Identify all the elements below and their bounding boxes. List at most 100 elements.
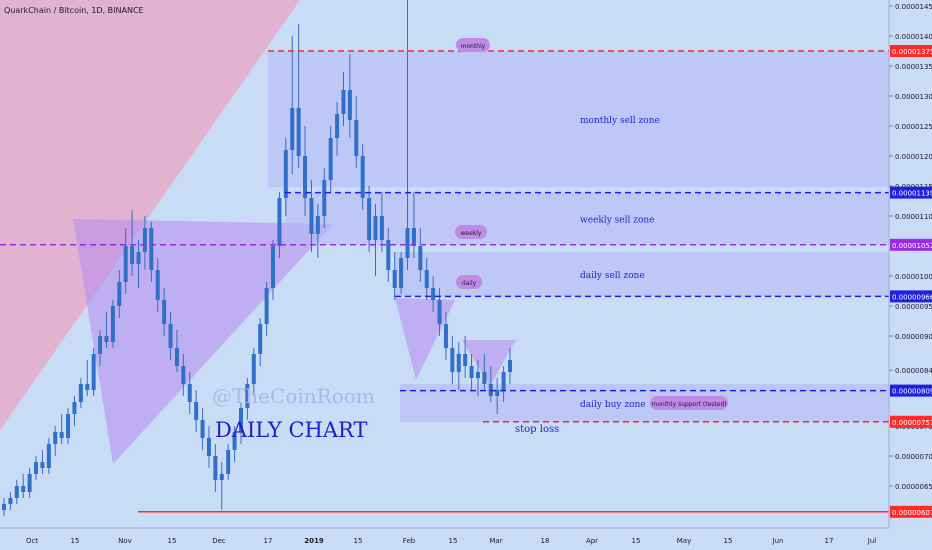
candle-body	[482, 372, 487, 384]
candle-body	[303, 156, 308, 198]
bubble-0	[456, 38, 490, 52]
candle-body	[277, 198, 282, 246]
candle-body	[181, 366, 186, 384]
candle-body	[258, 324, 263, 354]
candle-body	[347, 90, 352, 120]
x-tick-label: 15	[724, 537, 733, 545]
candle-body	[360, 156, 365, 198]
candle-body	[174, 348, 179, 366]
candle-body	[91, 354, 96, 390]
candle-body	[104, 336, 109, 342]
candle-body	[200, 420, 205, 438]
candle-body	[213, 456, 218, 480]
watermark-daily-chart: DAILY CHART	[215, 418, 367, 442]
y-tick-label: 0.00000650	[895, 483, 932, 491]
candle-body	[418, 246, 423, 270]
candle-body	[85, 384, 90, 390]
candle-body	[130, 246, 135, 264]
x-tick-label: Jun	[772, 537, 784, 545]
x-tick-label: Oct	[26, 537, 38, 545]
purple-triangle	[73, 219, 333, 464]
candle-body	[283, 150, 288, 198]
x-tick-label: 17	[825, 537, 834, 545]
price-tag-6	[890, 505, 932, 518]
bubble-label-1: weekly	[461, 230, 482, 237]
zone-0	[268, 51, 889, 188]
candle-body	[354, 120, 359, 156]
bubbles-layer: monthly weekly daily monthly support (teste…	[455, 38, 728, 410]
candle-body	[322, 180, 327, 216]
x-tick-label: Feb	[403, 537, 416, 545]
x-tick-label: 15	[354, 537, 363, 545]
candle-body	[14, 486, 19, 498]
candle-body	[443, 324, 448, 348]
zone-label-0: monthly sell zone	[580, 116, 660, 126]
candle-body	[315, 216, 320, 234]
candle-body	[27, 474, 32, 492]
candle-body	[78, 384, 83, 402]
price-tag-label-5: 0.00000757	[892, 419, 932, 427]
candle-body	[290, 108, 295, 150]
candle-body	[168, 324, 173, 348]
candle-body	[463, 354, 468, 366]
candle-body	[142, 228, 147, 252]
candle-body	[508, 360, 512, 372]
candle-body	[251, 354, 256, 384]
candle-body	[405, 228, 410, 258]
zone-label-2: daily sell zone	[580, 271, 645, 281]
bubble-label-0: monthly	[461, 43, 486, 50]
candle-body	[155, 270, 160, 300]
zone-label-1: weekly sell zone	[580, 216, 654, 226]
candle-body	[495, 390, 500, 396]
candle-body	[437, 300, 442, 324]
candle-body	[162, 300, 167, 324]
candle-body	[98, 336, 103, 354]
candle-body	[411, 228, 416, 246]
price-tags: 0.00001375 0.00001139 0.00001052 0.00000966…	[890, 45, 932, 518]
candle-body	[46, 444, 51, 468]
candle-body	[475, 372, 480, 378]
price-tag-5	[890, 415, 932, 428]
price-tag-label-4: 0.00000809	[892, 388, 932, 396]
candle-body	[34, 462, 39, 474]
candle-body	[194, 402, 199, 420]
support-triangle	[462, 340, 516, 386]
candle-body	[335, 114, 340, 138]
candle-body	[379, 216, 384, 240]
x-tick-label: 15	[632, 537, 641, 545]
x-tick-label: 18	[541, 537, 550, 545]
price-tag-2	[890, 238, 932, 251]
price-tag-label-1: 0.00001139	[892, 190, 932, 198]
candles-layer	[2, 0, 512, 516]
candle-body	[296, 108, 301, 156]
x-tick-label: Nov	[118, 537, 132, 545]
candle-body	[21, 486, 26, 492]
x-tick-label: 15	[71, 537, 80, 545]
candle-body	[392, 270, 397, 288]
candle-body	[206, 438, 211, 456]
price-tag-label-2: 0.00001052	[892, 242, 932, 250]
candle-body	[136, 252, 141, 264]
price-tag-0	[890, 45, 932, 57]
price-tag-label-3: 0.00000966	[892, 293, 932, 301]
candle-body	[8, 498, 13, 504]
candle-body	[271, 246, 276, 288]
candle-body	[399, 258, 404, 288]
zones-layer: monthly sell zone weekly sell zone daily s…	[268, 51, 889, 422]
price-tag-label-0: 0.00001375	[892, 48, 932, 56]
candle-body	[226, 450, 231, 474]
bubble-label-2: daily	[462, 280, 477, 287]
candle-body	[450, 348, 455, 372]
candle-body	[386, 240, 391, 270]
levels-layer	[0, 50, 889, 513]
bubble-3	[650, 396, 728, 410]
zone-label-3: daily buy zone	[580, 400, 646, 410]
bubble-2	[456, 275, 482, 289]
candle-body	[2, 504, 6, 510]
